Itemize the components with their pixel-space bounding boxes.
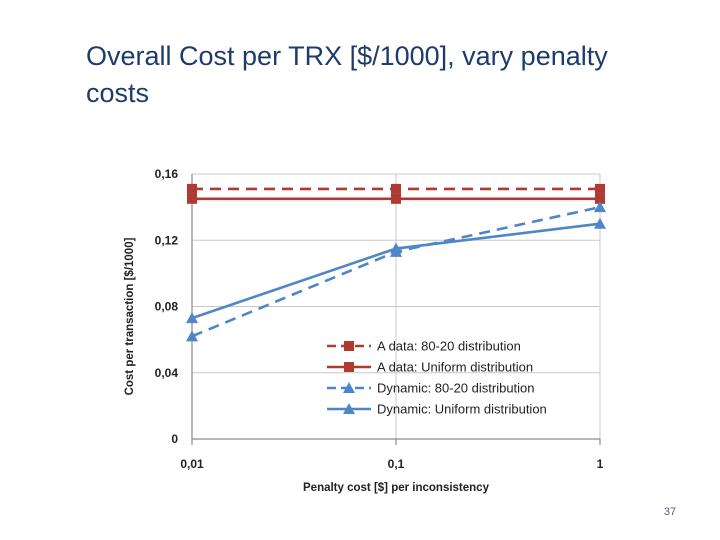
y-tick-label: 0,16 <box>155 167 179 181</box>
x-axis-title: Penalty cost [$] per inconsistency <box>303 482 490 494</box>
y-tick-label: 0 <box>171 432 178 446</box>
legend-marker <box>343 403 355 414</box>
slide-title: Overall Cost per TRX [$/1000], vary pena… <box>86 41 608 108</box>
data-point <box>186 312 198 324</box>
legend-label: Dynamic: Uniform distribution <box>377 402 547 417</box>
data-point <box>594 201 606 213</box>
y-tick-label: 0,08 <box>155 300 179 314</box>
data-point <box>595 193 605 204</box>
data-point <box>391 183 401 194</box>
chart-legend: A data: 80-20 distribution A data: Unifor… <box>327 339 547 417</box>
legend-marker <box>343 382 355 393</box>
data-point <box>391 193 401 204</box>
y-tick-label: 0,04 <box>155 366 179 380</box>
legend-label: A data: 80-20 distribution <box>377 339 521 354</box>
page-number: 37 <box>663 506 677 518</box>
series-lines <box>186 183 606 342</box>
data-point <box>187 183 197 194</box>
chart-axes: 0 0,04 0,08 0,12 0,16 0,01 0,1 1 <box>155 167 604 471</box>
legend-label: Dynamic: 80-20 distribution <box>377 381 535 396</box>
data-point <box>595 183 605 194</box>
legend-marker <box>344 362 354 372</box>
grid-lines <box>192 173 601 439</box>
y-tick-label: 0,12 <box>155 233 179 247</box>
data-point <box>390 242 402 254</box>
y-axis-title: Cost per transaction [$/1000] <box>124 237 136 395</box>
legend-label: A data: Uniform distribution <box>377 360 533 375</box>
x-tick-label: 1 <box>597 457 604 471</box>
data-point <box>187 193 197 204</box>
x-tick-label: 0,01 <box>180 457 204 471</box>
legend-marker <box>344 341 354 351</box>
data-point <box>594 217 606 229</box>
data-point <box>186 330 198 342</box>
x-tick-label: 0,1 <box>388 457 405 471</box>
